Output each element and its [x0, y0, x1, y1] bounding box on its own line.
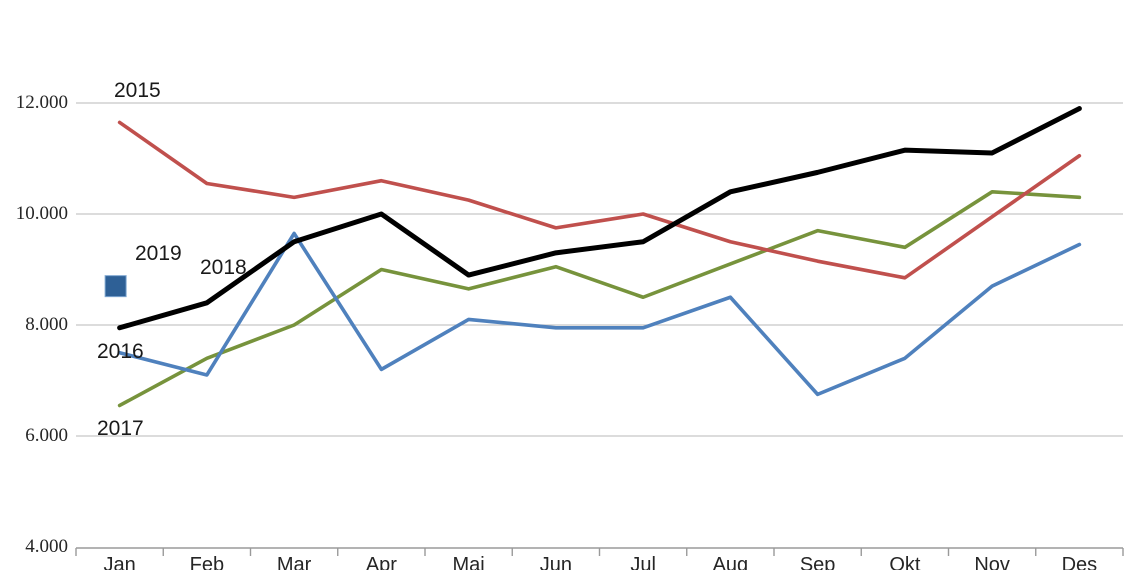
series-label-2018: 2018	[200, 256, 247, 279]
series-line-2017	[117, 190, 1082, 408]
x-axis-label: Sep	[799, 554, 836, 570]
y-axis-label: 8.000	[25, 314, 68, 335]
series-line-2016	[117, 231, 1082, 397]
series-label-2016: 2016	[97, 340, 144, 363]
y-axis-label: 4.000	[25, 536, 68, 557]
x-axis-label: Jul	[630, 554, 656, 570]
x-axis-label: Aug	[712, 554, 749, 570]
x-axis-label: Feb	[189, 554, 225, 570]
y-axis-label: 10.000	[15, 203, 68, 224]
series-label-2017: 2017	[97, 417, 144, 440]
series-point-2019	[104, 275, 127, 298]
x-axis-label: Des	[1061, 554, 1098, 570]
y-axis-label: 6.000	[25, 425, 68, 446]
series-line-2015	[117, 120, 1082, 280]
x-axis-label: Jun	[539, 554, 572, 570]
x-axis-label: Nov	[974, 554, 1010, 570]
x-axis-label: Jan	[103, 554, 136, 570]
series-label-2019: 2019	[135, 242, 182, 265]
x-axis-label: Okt	[889, 554, 921, 570]
series-line-2018	[117, 106, 1082, 331]
y-axis-label: 12.000	[15, 92, 68, 113]
x-axis-label: Mai	[452, 554, 485, 570]
x-axis-label: Mar	[276, 554, 312, 570]
series-label-2015: 2015	[114, 79, 161, 102]
x-axis-label: Apr	[365, 554, 397, 570]
